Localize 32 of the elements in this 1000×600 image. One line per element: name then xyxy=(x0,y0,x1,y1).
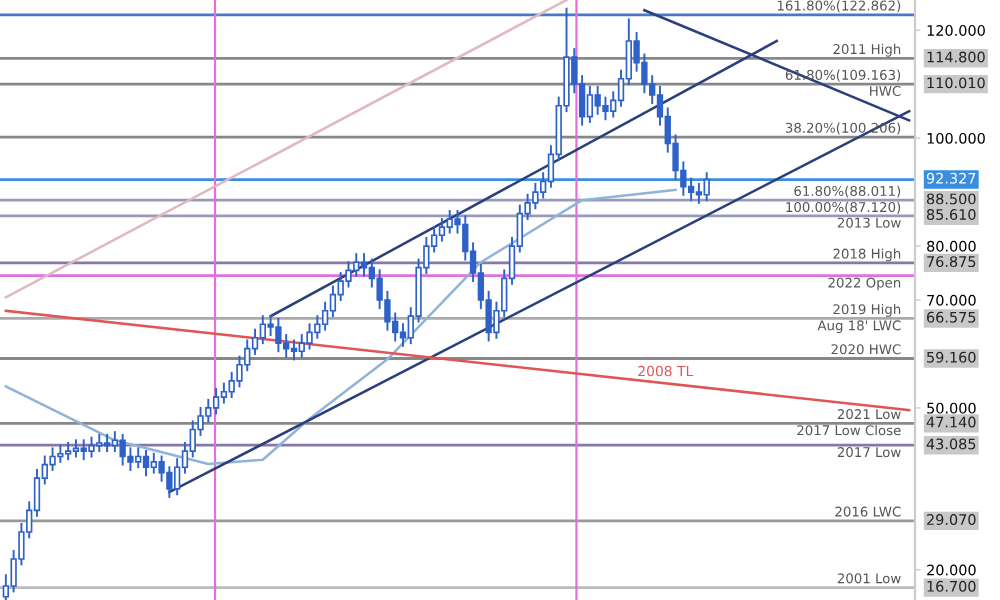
candlestick xyxy=(399,323,407,347)
candlestick xyxy=(687,177,695,202)
candlestick xyxy=(298,334,305,358)
candlestick xyxy=(353,253,360,277)
candlestick xyxy=(321,301,329,331)
candlestick xyxy=(80,439,87,461)
candlestick xyxy=(329,285,337,318)
candlestick xyxy=(586,85,594,123)
candlestick xyxy=(275,317,282,353)
candlestick xyxy=(220,382,228,404)
line-series xyxy=(4,188,677,466)
candlestick xyxy=(72,439,80,458)
candlestick xyxy=(135,447,142,469)
candlestick xyxy=(446,210,453,234)
candlestick xyxy=(205,398,212,423)
candlestick xyxy=(695,183,703,204)
candlestick xyxy=(212,388,220,415)
candlestick xyxy=(111,431,119,453)
candlestick xyxy=(703,172,710,202)
candlestick xyxy=(360,253,368,277)
candlestick xyxy=(173,458,181,496)
candlestick xyxy=(57,444,64,463)
candlestick xyxy=(142,450,150,477)
candlestick xyxy=(290,339,298,361)
candlestick xyxy=(438,218,446,242)
candlestick xyxy=(594,85,601,115)
candlestick xyxy=(88,436,95,458)
candlestick xyxy=(283,334,290,358)
candlestick xyxy=(119,433,126,466)
candlestick xyxy=(306,323,313,350)
candlestick xyxy=(150,452,157,474)
candlestick xyxy=(259,315,266,345)
